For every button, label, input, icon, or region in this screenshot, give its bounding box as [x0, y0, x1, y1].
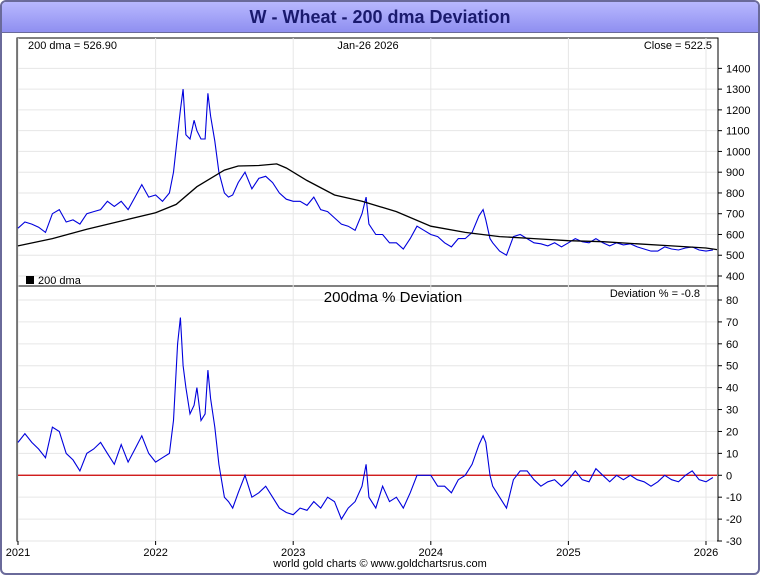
date-readout: Jan-26 2026	[337, 40, 398, 52]
legend-label: 200 dma	[38, 275, 82, 287]
deviation-tick-label: -10	[726, 492, 742, 504]
price-tick-label: 400	[726, 271, 744, 283]
deviation-tick-label: -30	[726, 536, 742, 548]
chart-title: W - Wheat - 200 dma Deviation	[2, 2, 758, 33]
year-tick-label: 2021	[6, 547, 30, 559]
price-tick-label: 1300	[726, 84, 750, 96]
footer-credit: world gold charts © www.goldchartsrus.co…	[273, 558, 487, 570]
year-tick-label: 2026	[694, 547, 718, 559]
deviation-tick-label: 50	[726, 361, 738, 373]
deviation-tick-label: 70	[726, 317, 738, 329]
price-tick-label: 600	[726, 229, 744, 241]
price-tick-label: 1000	[726, 146, 750, 158]
year-tick-label: 2025	[556, 547, 580, 559]
axis-layer: 1400130012001100100090080070060050040080…	[6, 63, 751, 559]
price-tick-label: 1200	[726, 105, 750, 117]
deviation-readout: Deviation % = -0.8	[610, 288, 700, 300]
year-tick-label: 2023	[281, 547, 305, 559]
price-tick-label: 700	[726, 209, 744, 221]
deviation-tick-label: 80	[726, 295, 738, 307]
deviation-line	[17, 317, 714, 521]
year-tick-label: 2022	[143, 547, 167, 559]
price-panel	[16, 37, 719, 287]
deviation-title: 200dma % Deviation	[324, 289, 462, 306]
price-tick-label: 500	[726, 250, 744, 262]
price-tick-label: 800	[726, 188, 744, 200]
price-tick-label: 900	[726, 167, 744, 179]
dma-readout: 200 dma = 526.90	[28, 40, 117, 52]
deviation-tick-label: 60	[726, 339, 738, 351]
deviation-tick-label: 30	[726, 405, 738, 417]
legend-swatch	[26, 276, 34, 284]
deviation-tick-label: 0	[726, 470, 732, 482]
close-readout: Close = 522.5	[644, 40, 712, 52]
price-line	[17, 89, 713, 257]
price-tick-label: 1400	[726, 63, 750, 75]
deviation-tick-label: 40	[726, 383, 738, 395]
deviation-tick-label: 10	[726, 448, 738, 460]
dma-line	[17, 163, 718, 251]
deviation-panel	[16, 285, 719, 542]
year-tick-label: 2024	[419, 547, 443, 559]
deviation-tick-label: -20	[726, 514, 742, 526]
price-tick-label: 1100	[726, 126, 750, 138]
deviation-tick-label: 20	[726, 426, 738, 438]
